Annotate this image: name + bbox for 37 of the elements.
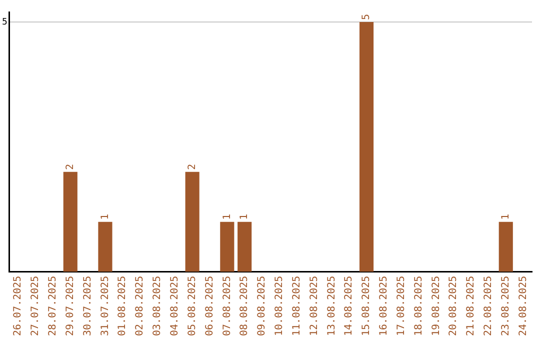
data-label: 1 [222,214,233,220]
x-tick-label: 27.07.2025 [30,276,42,336]
x-tick-label: 04.08.2025 [169,276,180,336]
data-label: 2 [64,164,76,170]
x-tick-label: 28.07.2025 [48,276,59,336]
x-tick-label: 16.08.2025 [378,276,390,336]
x-tick-label: 08.08.2025 [239,276,250,336]
x-tick-label: 09.08.2025 [256,276,268,336]
x-tick-label: 18.08.2025 [413,276,424,336]
x-tick-label: 31.07.2025 [100,276,111,336]
data-label: 2 [186,164,198,170]
data-label: 5 [361,14,372,20]
x-tick-label: 06.08.2025 [204,276,216,336]
x-tick-label: 29.07.2025 [64,276,76,336]
data-label: 1 [239,214,250,220]
x-tick-label: 17.08.2025 [396,276,407,336]
x-tick-label: 12.08.2025 [308,276,320,336]
data-label: 1 [500,214,512,220]
x-tick-label: 20.08.2025 [448,276,460,336]
x-tick-label: 13.08.2025 [326,276,338,336]
x-tick-label: 15.08.2025 [361,276,372,336]
x-tick-label: 22.08.2025 [483,276,494,336]
x-tick-label: 19.08.2025 [430,276,442,336]
x-tick-label: 10.08.2025 [274,276,286,336]
x-tick-label: 03.08.2025 [152,276,164,336]
x-tick-label: 11.08.2025 [291,276,302,336]
x-tick-label: 30.07.2025 [82,276,94,336]
x-tick-label: 05.08.2025 [186,276,198,336]
x-tick-label: 23.08.2025 [500,276,512,336]
data-label: 1 [100,214,111,220]
x-tick-label: 14.08.2025 [344,276,355,336]
x-tick-label: 07.08.2025 [222,276,233,336]
x-tick-label: 02.08.2025 [134,276,146,336]
x-tick-label: 21.08.2025 [466,276,477,336]
x-tick-label: 24.08.2025 [518,276,529,336]
x-tick-label: 01.08.2025 [117,276,128,336]
x-tick-label: 26.07.2025 [12,276,24,336]
